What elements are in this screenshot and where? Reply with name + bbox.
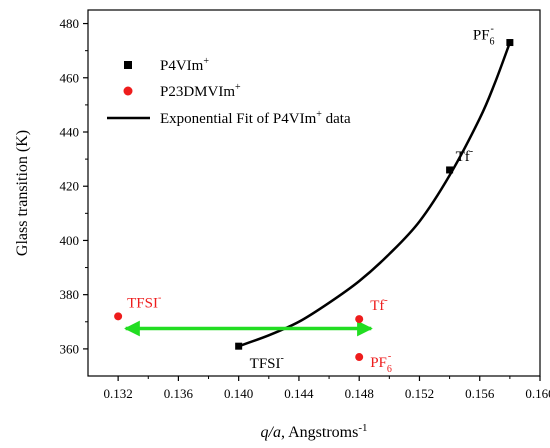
x-axis-ticks: 0.132 0.136 0.140 0.144 0.148 0.152 0.156 0.160 [104,376,550,401]
x-tick-label: 0.160 [525,386,550,401]
legend-label-p4vim: P4VIm+ [160,56,209,74]
y-tick-label: 440 [60,125,80,140]
x-axis-title: q/a, Angstroms-1 [261,422,368,441]
data-point-label: Tf- [370,295,388,314]
legend-label-p23dmvim: P23DMVIm+ [160,82,241,100]
legend-marker-circle [123,86,133,96]
data-points [114,39,514,362]
data-point-square [235,342,243,350]
data-point-square [446,166,454,174]
data-point-label: PF6- [473,24,495,48]
y-tick-label: 460 [60,70,80,85]
data-point-circle [355,353,364,362]
data-point-label: TFSI- [250,353,284,372]
x-tick-label: 0.140 [224,386,253,401]
y-axis-ticks: 360 380 400 420 440 460 480 [60,16,88,356]
y-tick-label: 360 [60,341,80,356]
y-tick-label: 400 [60,233,80,248]
y-tick-label: 480 [60,16,80,31]
x-tick-label: 0.144 [284,386,314,401]
plot-frame [87,9,541,377]
x-tick-label: 0.132 [104,386,133,401]
legend-label-fit: Exponential Fit of P4VIm+ data [160,109,351,127]
x-tick-label: 0.148 [345,386,374,401]
legend: P4VIm+ P23DMVIm+ Exponential Fit of P4VI… [107,56,351,127]
data-point-label: PF6- [370,351,392,375]
y-tick-label: 420 [60,179,80,194]
y-axis-title: Glass transition (K) [14,130,31,256]
data-point-label: TFSI- [127,292,161,311]
x-tick-label: 0.152 [405,386,434,401]
data-point-labels: TFSI- Tf- PF6- TFSI- Tf- PF6- [127,24,494,375]
data-point-label: Tf- [456,146,474,165]
x-tick-label: 0.156 [465,386,495,401]
data-point-circle [114,312,123,321]
data-point-circle [355,315,364,324]
y-tick-label: 380 [60,287,80,302]
legend-marker-square [124,61,132,69]
data-point-square [506,39,514,47]
x-tick-label: 0.136 [164,386,194,401]
